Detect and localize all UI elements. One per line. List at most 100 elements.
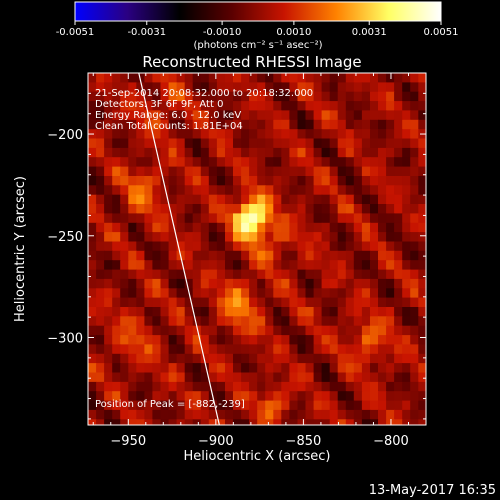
heatmap-cell (104, 353, 113, 364)
heatmap-cell (394, 325, 403, 336)
heatmap-cell (225, 213, 234, 224)
heatmap-cell (289, 157, 299, 168)
heatmap-cell (257, 101, 266, 112)
heatmap-cell (410, 409, 419, 420)
heatmap-cell (152, 213, 162, 224)
heatmap-cell (184, 166, 194, 177)
heatmap-cell (281, 185, 290, 196)
heatmap-cell (402, 176, 411, 186)
heatmap-cell (88, 138, 97, 149)
heatmap-cell (361, 381, 371, 392)
heatmap-cell (241, 400, 250, 411)
heatmap-cell (249, 260, 258, 271)
heatmap-cell (233, 185, 242, 196)
heatmap-cell (184, 82, 194, 93)
heatmap-cell (386, 213, 395, 224)
heatmap-cell (329, 222, 339, 233)
heatmap-cell (249, 372, 258, 383)
heatmap-cell (321, 157, 331, 168)
heatmap-cell (297, 73, 307, 83)
heatmap-cell (305, 222, 315, 233)
heatmap-cell (152, 325, 162, 336)
heatmap-cell (152, 101, 162, 112)
heatmap-cell (160, 166, 170, 177)
heatmap-cell (361, 194, 371, 205)
heatmap-cell (192, 241, 202, 252)
heatmap-cell (144, 222, 154, 233)
heatmap-cell (104, 250, 113, 261)
heatmap-cell (128, 232, 137, 243)
heatmap-cell (353, 344, 363, 355)
heatmap-cell (96, 91, 105, 102)
heatmap-cell (321, 101, 331, 112)
heatmap-cell (168, 222, 178, 233)
heatmap-cell (112, 316, 121, 327)
heatmap-cell (394, 204, 403, 214)
heatmap-cell (152, 260, 162, 271)
heatmap-cell (297, 119, 307, 130)
heatmap-cell (305, 325, 315, 336)
heatmap-cell (112, 232, 121, 243)
heatmap-cell (305, 372, 315, 383)
heatmap-cell (353, 110, 363, 121)
heatmap-cell (144, 82, 154, 93)
heatmap-cell (128, 363, 137, 374)
heatmap-cell (233, 316, 242, 327)
heatmap-cell (321, 176, 331, 186)
heatmap-cell (112, 391, 121, 402)
heatmap-cell (402, 119, 411, 130)
heatmap-cell (88, 353, 97, 364)
heatmap-cell (321, 409, 331, 420)
heatmap-cell (136, 344, 145, 355)
heatmap-cell (249, 147, 258, 158)
heatmap-cell (361, 73, 371, 83)
heatmap-cell (418, 176, 426, 186)
heatmap-cell (426, 288, 435, 298)
heatmap-cell (418, 213, 426, 224)
heatmap-cell (289, 391, 299, 402)
heatmap-cell (329, 232, 339, 243)
heatmap-cell (225, 147, 234, 158)
heatmap-cell (257, 325, 266, 336)
heatmap-cell (96, 176, 105, 186)
heatmap-cell (410, 363, 419, 374)
heatmap-cell (233, 204, 242, 214)
heatmap-cell (370, 316, 379, 327)
heatmap-cell (370, 147, 379, 158)
heatmap-cell (216, 344, 226, 355)
heatmap-cell (104, 325, 113, 336)
heatmap-cell (313, 147, 323, 158)
heatmap-cell (112, 194, 121, 205)
heatmap-cell (96, 297, 105, 308)
heatmap-cell (337, 409, 347, 420)
heatmap-cell (216, 204, 226, 214)
heatmap-cell (104, 147, 113, 158)
heatmap-cell (378, 353, 387, 364)
colorbar-tick-label: -0.0031 (127, 27, 166, 38)
heatmap-cell (104, 391, 113, 402)
heatmap-cell (418, 204, 426, 214)
heatmap-cell (273, 232, 282, 243)
heatmap-cell (208, 213, 218, 224)
heatmap-cell (208, 194, 218, 205)
heatmap-cell (305, 110, 315, 121)
heatmap-cell (200, 278, 210, 289)
heatmap-cell (394, 213, 403, 224)
heatmap-cell (233, 110, 242, 121)
heatmap-cell (378, 241, 387, 252)
heatmap-cell (410, 391, 419, 402)
heatmap-cell (378, 400, 387, 411)
heatmap-cell (168, 91, 178, 102)
heatmap-cell (378, 260, 387, 271)
heatmap-cell (208, 297, 218, 308)
heatmap-cell (321, 194, 331, 205)
heatmap-cell (104, 232, 113, 243)
heatmap-cell (160, 297, 170, 308)
heatmap-cell (168, 391, 178, 402)
heatmap-cell (321, 353, 331, 364)
heatmap-cell (265, 222, 274, 233)
heatmap-cell (394, 101, 403, 112)
heatmap-cell (96, 269, 105, 280)
heatmap-cell (168, 344, 178, 355)
heatmap-cell (378, 316, 387, 327)
